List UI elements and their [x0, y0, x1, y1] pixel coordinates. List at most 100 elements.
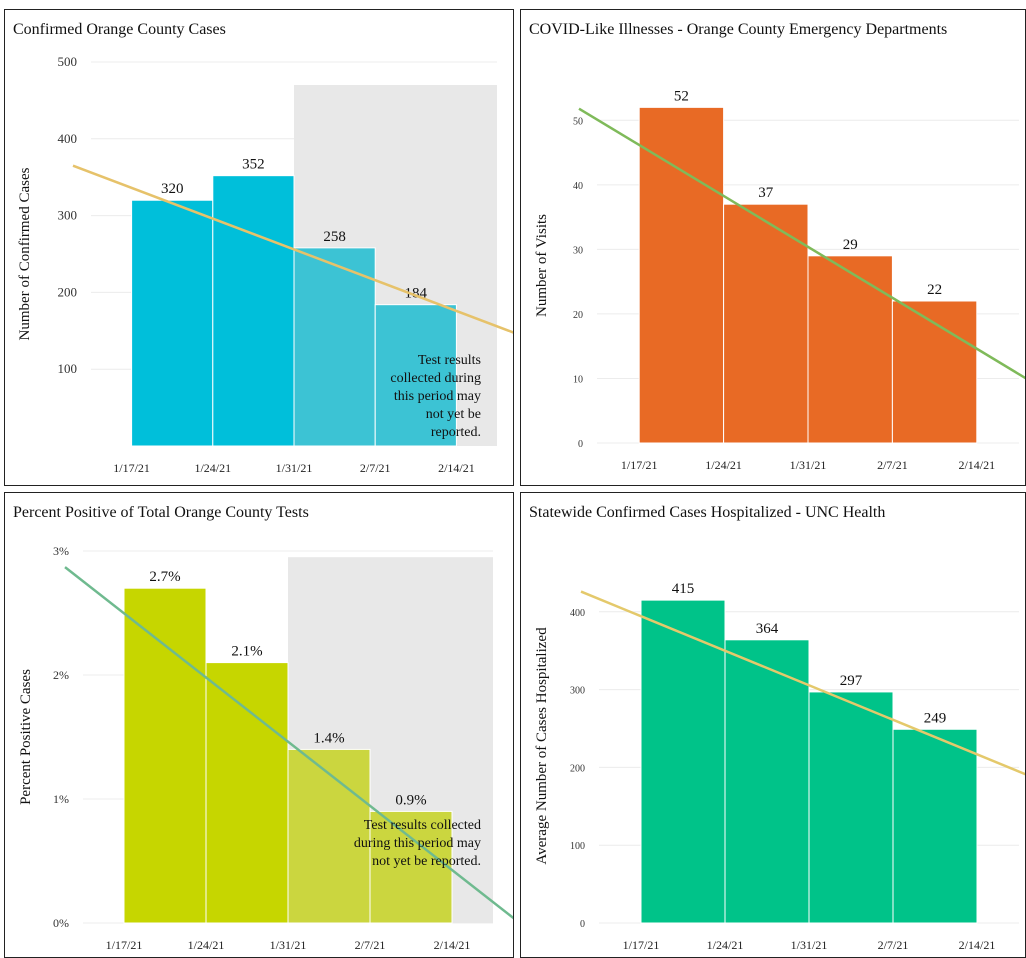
data-label: 37 [758, 185, 774, 201]
x-tick-label: 2/14/21 [434, 938, 471, 952]
note-line: reported. [431, 425, 481, 440]
note-line: this period may [394, 389, 481, 404]
x-tick-label: 2/14/21 [438, 461, 475, 475]
data-label: 415 [672, 581, 695, 597]
note-line: not yet be [426, 407, 481, 422]
note-line: collected during [390, 371, 481, 386]
data-label: 249 [924, 710, 947, 726]
data-label: 29 [843, 237, 858, 253]
bar [723, 203, 809, 444]
bar [131, 199, 214, 447]
y-tick-label: 1% [53, 792, 69, 806]
x-tick-label: 1/17/21 [621, 458, 658, 472]
bar [212, 175, 295, 447]
x-tick-label: 1/31/21 [791, 938, 828, 952]
y-tick-label: 200 [570, 763, 585, 774]
data-label: 258 [323, 229, 346, 245]
y-tick-label: 400 [58, 131, 78, 146]
y-tick-label: 500 [58, 54, 78, 69]
incomplete-data-note: Test results collected during this period … [390, 353, 481, 440]
x-tick-label: 1/24/21 [707, 938, 744, 952]
data-label: 52 [674, 88, 689, 104]
y-axis-label: Number of Visits [534, 214, 550, 317]
x-tick-label: 1/31/21 [270, 938, 307, 952]
trend-line [64, 566, 513, 920]
data-label: 352 [242, 157, 265, 173]
y-tick-label: 0 [578, 439, 583, 450]
bar [638, 106, 725, 444]
note-line: Test results collected [364, 818, 481, 833]
bar [724, 639, 810, 924]
data-label: 364 [756, 621, 779, 637]
note-line: not yet be reported. [372, 854, 481, 869]
x-tick-label: 1/31/21 [276, 461, 313, 475]
bar [293, 247, 376, 447]
data-label: 0.9% [395, 792, 426, 808]
x-tick-label: 1/24/21 [194, 461, 231, 475]
bar [287, 748, 371, 924]
chart-panel-confirmed-cases: Confirmed Orange County Cases 320 352 258 1… [4, 9, 514, 486]
data-label: 320 [161, 181, 184, 197]
chart-title: Percent Positive of Total Orange County … [13, 504, 309, 521]
x-tick-label: 2/14/21 [959, 938, 996, 952]
x-tick-label: 2/7/21 [878, 938, 909, 952]
bar [369, 810, 453, 924]
y-axis-label: Number of Confirmed Cases [17, 167, 33, 340]
data-label: 1.4% [313, 730, 344, 746]
chart-svg: 52 37 29 22 0 10 20 30 40 50 1/17/21 1/24/21 1/31/21… [534, 88, 1025, 472]
chart-panel-covid-like-illnesses: COVID-Like Illnesses - Orange County Eme… [520, 9, 1026, 486]
chart-panel-hospitalized: Statewide Confirmed Cases Hospitalized -… [520, 492, 1026, 958]
y-tick-label: 30 [573, 245, 583, 256]
note-line: during this period may [354, 836, 481, 851]
y-tick-label: 2% [53, 668, 69, 682]
y-tick-label: 200 [58, 284, 78, 299]
data-label: 2.1% [231, 644, 262, 660]
x-tick-label: 1/24/21 [188, 938, 225, 952]
x-tick-label: 2/7/21 [360, 461, 391, 475]
y-tick-label: 0 [580, 919, 585, 930]
x-tick-label: 1/17/21 [106, 938, 143, 952]
bar [123, 587, 207, 924]
bar [892, 728, 978, 924]
trend-line [580, 590, 1025, 776]
x-tick-label: 1/31/21 [790, 458, 827, 472]
y-tick-label: 100 [58, 361, 78, 376]
note-line: Test results [418, 353, 481, 368]
x-tick-label: 2/7/21 [877, 458, 908, 472]
y-tick-label: 400 [570, 608, 585, 619]
y-tick-label: 0% [53, 916, 69, 930]
y-tick-label: 300 [570, 686, 585, 697]
chart-svg: 2.7% 2.1% 1.4% 0.9% 0% 1% 2% 3% 1/17/21 1/24/21 1/… [18, 544, 513, 952]
x-tick-label: 2/7/21 [355, 938, 386, 952]
y-tick-label: 50 [573, 116, 583, 127]
y-axis-label: Percent Positive Cases [18, 669, 34, 805]
trend-line [578, 107, 1025, 380]
chart-panel-percent-positive: Percent Positive of Total Orange County … [4, 492, 514, 958]
y-tick-label: 300 [58, 208, 78, 223]
data-label: 22 [927, 282, 942, 298]
data-label: 297 [840, 673, 863, 689]
bar [374, 304, 457, 447]
chart-svg: 415 364 297 249 0 100 200 300 400 1/17/21 1/24/21 1… [534, 581, 1025, 952]
data-label: 2.7% [149, 569, 180, 585]
chart-title: Statewide Confirmed Cases Hospitalized -… [529, 504, 886, 521]
chart-title: Confirmed Orange County Cases [13, 21, 226, 38]
y-tick-label: 20 [573, 310, 583, 321]
x-tick-label: 2/14/21 [958, 458, 995, 472]
y-tick-label: 3% [53, 544, 69, 558]
y-axis-label: Average Number of Cases Hospitalized [534, 627, 550, 865]
chart-title: COVID-Like Illnesses - Orange County Eme… [529, 21, 948, 38]
y-tick-label: 40 [573, 181, 583, 192]
bar [808, 691, 894, 924]
trend-line [72, 164, 513, 334]
bar [807, 255, 893, 444]
x-tick-label: 1/17/21 [113, 461, 150, 475]
y-tick-label: 100 [570, 841, 585, 852]
x-tick-label: 1/24/21 [705, 458, 742, 472]
bar [640, 599, 726, 924]
incomplete-data-note: Test results collected during this period… [354, 818, 481, 869]
x-tick-label: 1/17/21 [623, 938, 660, 952]
y-tick-label: 10 [573, 374, 583, 385]
bar [205, 662, 289, 924]
